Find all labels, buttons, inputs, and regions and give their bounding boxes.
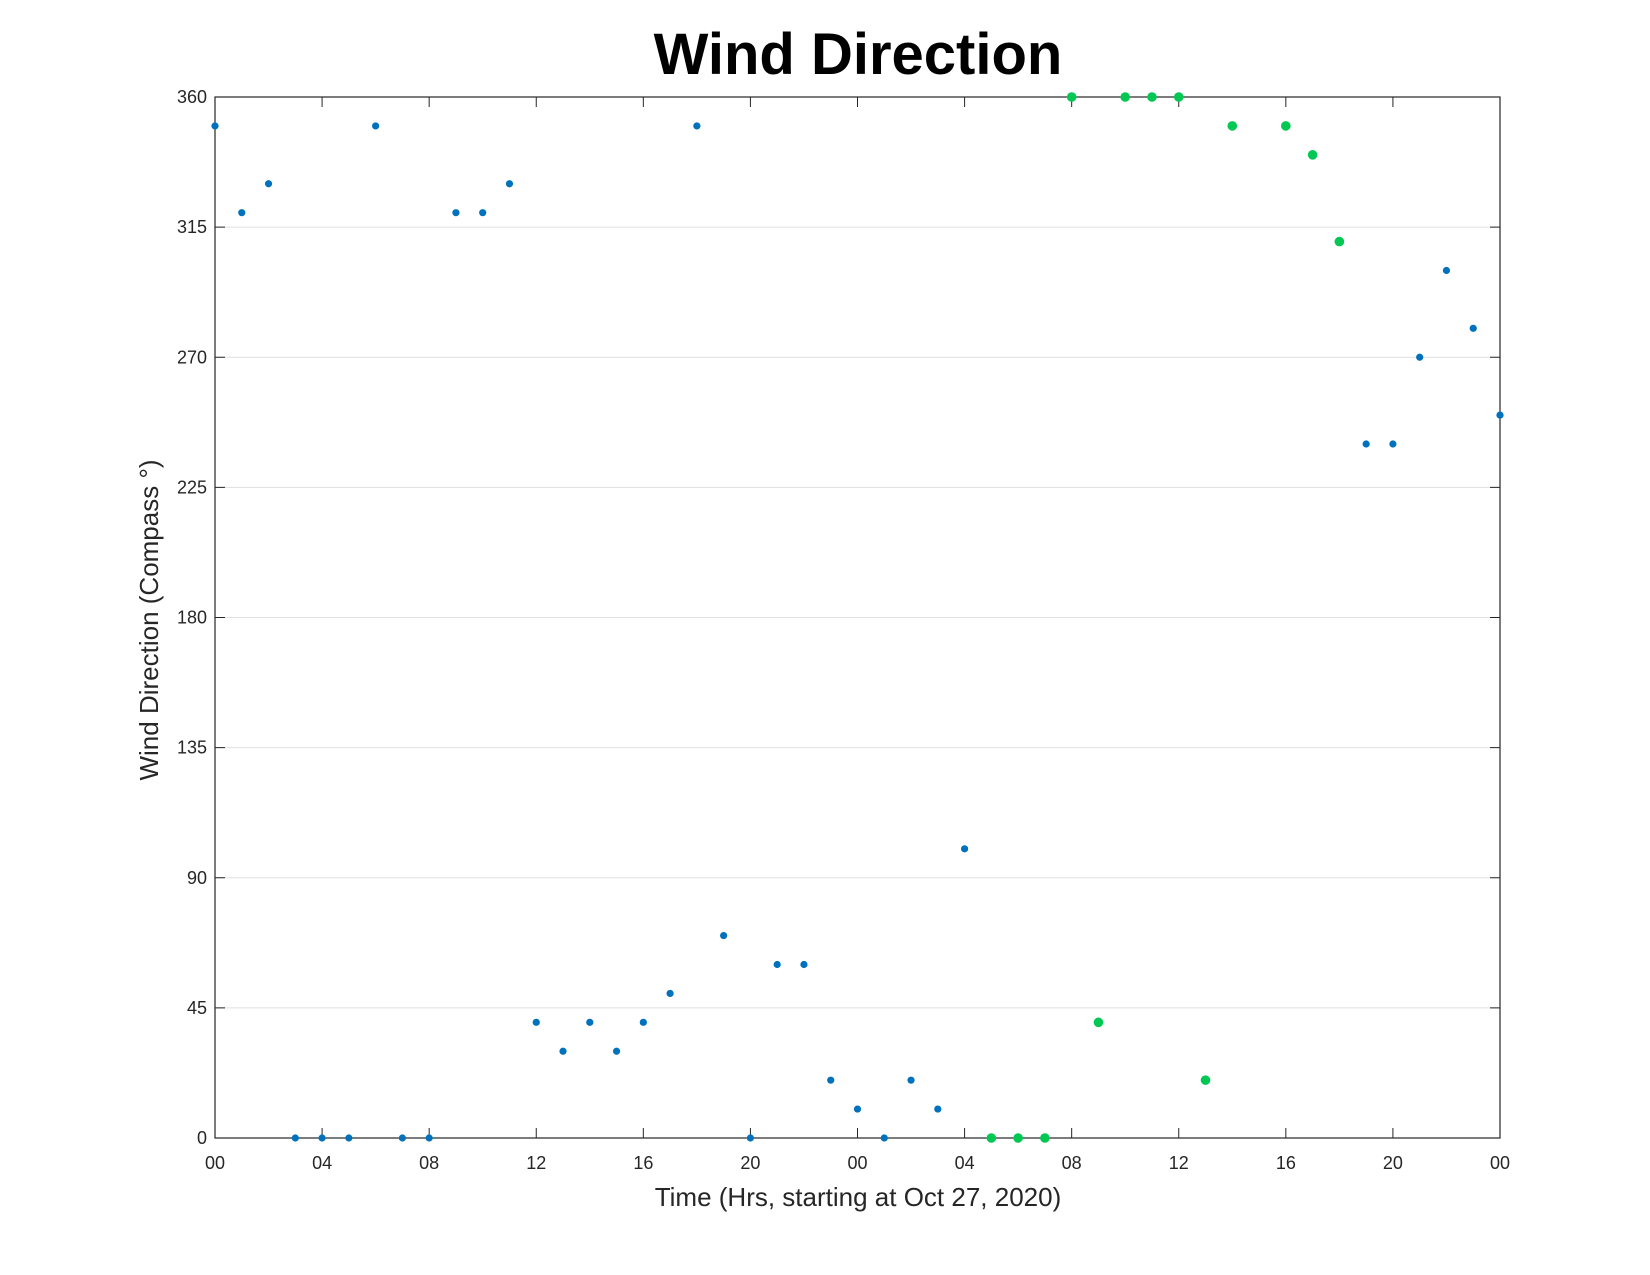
x-tick-label: 04: [955, 1153, 975, 1173]
data-point: [1040, 1133, 1050, 1143]
y-axis-tick-labels: 0 45 90 135 180 225 270 315 360: [177, 87, 207, 1148]
data-point: [1389, 440, 1397, 448]
y-tick-label: 180: [177, 608, 207, 628]
data-point: [238, 209, 246, 217]
x-tick-label: 08: [1062, 1153, 1082, 1173]
x-tick-label: 00: [205, 1153, 225, 1173]
data-point: [479, 209, 487, 217]
data-point: [907, 1076, 915, 1084]
data-point: [827, 1076, 835, 1084]
y-tick-label: 90: [187, 868, 207, 888]
x-tick-label: 16: [1276, 1153, 1296, 1173]
data-point: [318, 1134, 326, 1142]
x-axis-tick-labels: 00 04 08 12 16 20 00 04 08 12 16 20 00: [205, 1153, 1510, 1173]
data-point: [211, 122, 219, 130]
data-point: [880, 1134, 888, 1142]
data-point: [773, 960, 781, 969]
data-point: [1013, 1133, 1023, 1143]
x-tick-label: 00: [847, 1153, 867, 1173]
data-point: [986, 1133, 997, 1143]
data-point: [1442, 266, 1451, 275]
chart-title: Wind Direction: [654, 22, 1063, 87]
axis-ticks: [214, 96, 1501, 1139]
data-point: [345, 1134, 353, 1142]
data-point: [532, 1018, 540, 1026]
data-point: [1416, 353, 1424, 361]
x-tick-label: 12: [526, 1153, 546, 1173]
y-tick-label: 225: [177, 477, 207, 497]
y-tick-label: 0: [197, 1128, 207, 1148]
data-point: [720, 931, 728, 940]
data-point: [1334, 236, 1345, 247]
data-point: [639, 1018, 647, 1026]
data-point: [264, 180, 273, 188]
data-point: [372, 122, 380, 130]
data-point: [853, 1105, 862, 1113]
data-point: [960, 845, 969, 853]
y-tick-label: 270: [177, 347, 207, 367]
data-point: [1227, 121, 1238, 131]
data-point: [1496, 411, 1504, 419]
x-tick-label: 20: [740, 1153, 760, 1173]
x-tick-label: 12: [1169, 1153, 1189, 1173]
data-point: [612, 1047, 621, 1055]
data-point: [398, 1134, 406, 1142]
data-point: [934, 1105, 942, 1113]
x-tick-label: 08: [419, 1153, 439, 1173]
data-point: [1066, 92, 1077, 102]
data-point: [800, 960, 808, 969]
data-point: [505, 180, 514, 188]
x-tick-label: 00: [1490, 1153, 1510, 1173]
data-point: [1147, 92, 1157, 102]
y-tick-label: 135: [177, 738, 207, 758]
y-tick-label: 360: [177, 87, 207, 107]
data-point: [425, 1134, 433, 1142]
data-point: [746, 1134, 755, 1142]
x-tick-label: 16: [633, 1153, 653, 1173]
x-tick-label: 20: [1383, 1153, 1403, 1173]
series-2: [986, 92, 1345, 1143]
data-point: [1469, 324, 1477, 332]
data-point: [559, 1047, 567, 1055]
data-points: [211, 92, 1504, 1143]
y-tick-label: 315: [177, 217, 207, 237]
data-point: [1093, 1017, 1104, 1028]
data-point: [586, 1018, 594, 1026]
x-axis-label: Time (Hrs, starting at Oct 27, 2020): [655, 1182, 1062, 1212]
data-point: [291, 1134, 299, 1142]
y-tick-label: 45: [187, 998, 207, 1018]
data-point: [1362, 440, 1370, 448]
data-point: [1173, 92, 1184, 102]
series-1: [211, 122, 1504, 1142]
data-point: [1307, 150, 1318, 160]
data-point: [452, 209, 460, 217]
data-point: [1120, 92, 1131, 102]
data-point: [666, 989, 674, 998]
data-point: [693, 122, 701, 130]
data-point: [1281, 121, 1291, 131]
y-axis-label: Wind Direction (Compass °): [134, 459, 164, 780]
data-point: [1200, 1075, 1211, 1085]
x-tick-label: 04: [312, 1153, 332, 1173]
